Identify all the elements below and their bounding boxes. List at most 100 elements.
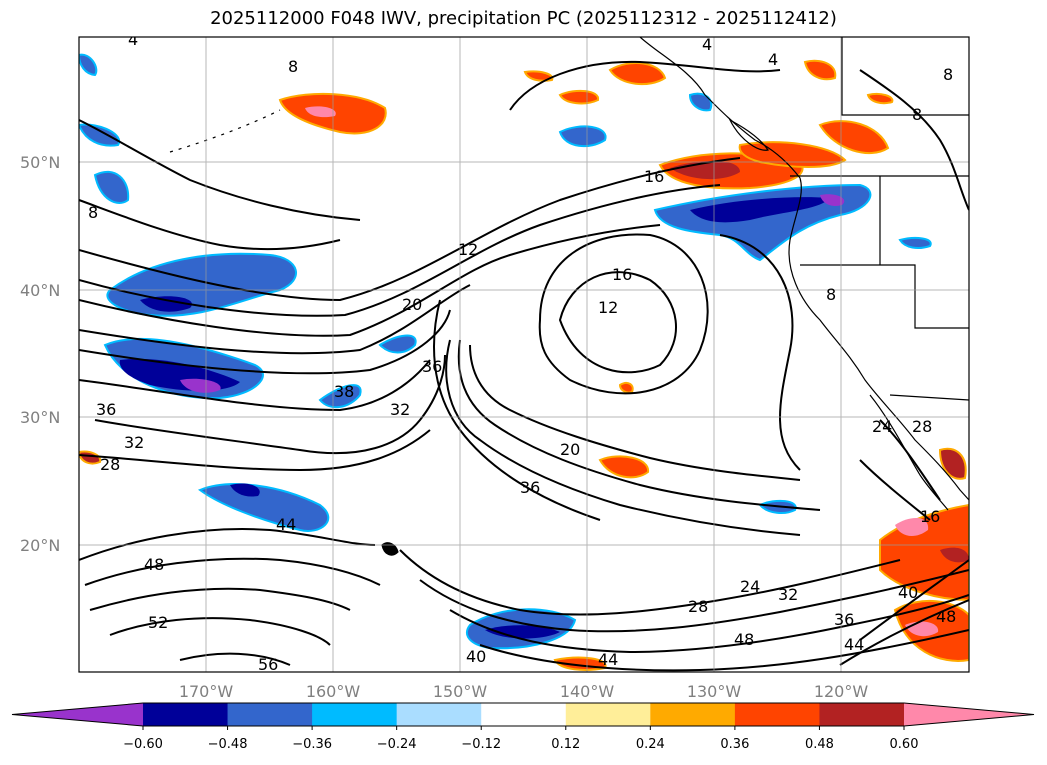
contour-line bbox=[469, 344, 801, 481]
contour-label: 48 bbox=[144, 555, 164, 574]
contour-line bbox=[445, 339, 801, 536]
contour-label: 38 bbox=[334, 382, 354, 401]
contour-line bbox=[509, 60, 781, 111]
lat-label: 30°N bbox=[20, 408, 60, 427]
border-state bbox=[800, 264, 969, 329]
contour-line bbox=[419, 569, 969, 633]
coastlines bbox=[169, 37, 969, 556]
contour-label: 40 bbox=[466, 647, 486, 666]
colorbar-tick-label: −0.48 bbox=[208, 737, 248, 752]
colorbar-tick-label: 0.60 bbox=[890, 737, 919, 752]
lon-label: 130°W bbox=[687, 682, 742, 701]
contour-label: 44 bbox=[598, 650, 618, 669]
coastline-north-america bbox=[639, 37, 969, 501]
colorbar-segment bbox=[227, 703, 313, 726]
contour-label: 32 bbox=[778, 585, 798, 604]
contour-line bbox=[719, 234, 801, 471]
precip-blob bbox=[558, 89, 599, 105]
precip-blob bbox=[803, 59, 837, 81]
colorbar-tick-label: 0.12 bbox=[551, 737, 580, 752]
contour-label: 28 bbox=[688, 597, 708, 616]
contour-label: 32 bbox=[390, 400, 410, 419]
contour-line bbox=[479, 629, 969, 672]
contour-line bbox=[84, 557, 381, 586]
contour-line bbox=[109, 617, 331, 646]
precip-negative-areas bbox=[79, 53, 932, 650]
contour-label: 12 bbox=[458, 240, 478, 259]
colorbar-segment bbox=[143, 703, 229, 726]
contour-label: 4 bbox=[128, 30, 138, 49]
contour-line bbox=[94, 354, 446, 455]
colorbar-tick-label: −0.36 bbox=[292, 737, 332, 752]
colorbar: −0.60 −0.48 −0.36 −0.24 −0.12 0.12 0.24 0.36 0.4… bbox=[11, 702, 1035, 752]
colorbar-segment bbox=[396, 703, 482, 726]
colorbar-segment bbox=[734, 703, 820, 726]
contour-line bbox=[859, 69, 969, 211]
contour-label: 24 bbox=[740, 577, 760, 596]
contour-label: 20 bbox=[560, 440, 580, 459]
latitude-labels: 50°N 40°N 30°N 20°N bbox=[20, 153, 60, 555]
contour-line bbox=[79, 184, 721, 317]
precip-blob bbox=[378, 334, 417, 354]
contour-labels: 4 4 8 4 8 8 8 8 16 12 16 12 20 36 38 32 … bbox=[88, 30, 956, 674]
precip-blob bbox=[898, 237, 932, 249]
contour-line bbox=[859, 459, 931, 521]
coastline-island-vancouver bbox=[728, 118, 769, 151]
contour-label: 4 bbox=[702, 35, 712, 54]
precip-blob bbox=[230, 483, 260, 497]
precip-blob bbox=[938, 447, 967, 480]
contour-label: 48 bbox=[734, 630, 754, 649]
colorbar-segment bbox=[819, 703, 905, 726]
gridlines bbox=[79, 37, 969, 672]
iwv-contours bbox=[79, 60, 969, 672]
contour-label: 20 bbox=[402, 295, 422, 314]
contour-line bbox=[79, 119, 361, 221]
colorbar-segment bbox=[565, 703, 651, 726]
colorbar-extend-min bbox=[12, 703, 143, 726]
precip-blob bbox=[318, 384, 362, 409]
map-border bbox=[78, 36, 970, 673]
contour-label: 36 bbox=[520, 478, 540, 497]
precip-blob bbox=[485, 625, 560, 639]
contour-line bbox=[839, 599, 969, 666]
contour-line bbox=[179, 652, 291, 666]
contour-label: 44 bbox=[276, 515, 296, 534]
precip-blob bbox=[180, 378, 221, 393]
contour-label: 8 bbox=[88, 203, 98, 222]
precip-blob bbox=[140, 296, 192, 312]
precip-blob bbox=[618, 382, 634, 394]
contour-label: 56 bbox=[258, 655, 278, 674]
precip-blob bbox=[738, 141, 847, 168]
contour-label: 8 bbox=[912, 105, 922, 124]
coastline-hawaii bbox=[381, 542, 399, 556]
colorbar-tick-label: −0.60 bbox=[123, 737, 163, 752]
colorbar-segment bbox=[481, 703, 567, 726]
contour-line bbox=[859, 559, 969, 641]
contour-label: 8 bbox=[943, 65, 953, 84]
lat-label: 50°N bbox=[20, 153, 60, 172]
lon-label: 160°W bbox=[306, 682, 361, 701]
lat-label: 40°N bbox=[20, 281, 60, 300]
contour-label: 24 bbox=[872, 417, 892, 436]
contour-label: 8 bbox=[826, 285, 836, 304]
lon-label: 150°W bbox=[433, 682, 488, 701]
precip-blob bbox=[598, 455, 650, 479]
contour-line bbox=[79, 429, 431, 472]
contour-label: 52 bbox=[148, 613, 168, 632]
precip-blob bbox=[608, 62, 667, 86]
lon-label: 120°W bbox=[814, 682, 869, 701]
precip-blob bbox=[523, 70, 554, 82]
precip-blob bbox=[940, 547, 969, 563]
precip-blob bbox=[305, 106, 336, 118]
contour-line bbox=[457, 339, 821, 511]
contour-line bbox=[79, 199, 341, 251]
longitude-labels: 170°W 160°W 150°W 140°W 130°W 120°W bbox=[179, 682, 869, 701]
contour-line bbox=[558, 271, 677, 374]
colorbar-segment bbox=[650, 703, 736, 726]
precip-blob bbox=[820, 194, 845, 206]
border-state bbox=[841, 37, 969, 116]
contour-line bbox=[399, 549, 901, 616]
colorbar-segment bbox=[312, 703, 398, 726]
contour-label: 32 bbox=[124, 433, 144, 452]
